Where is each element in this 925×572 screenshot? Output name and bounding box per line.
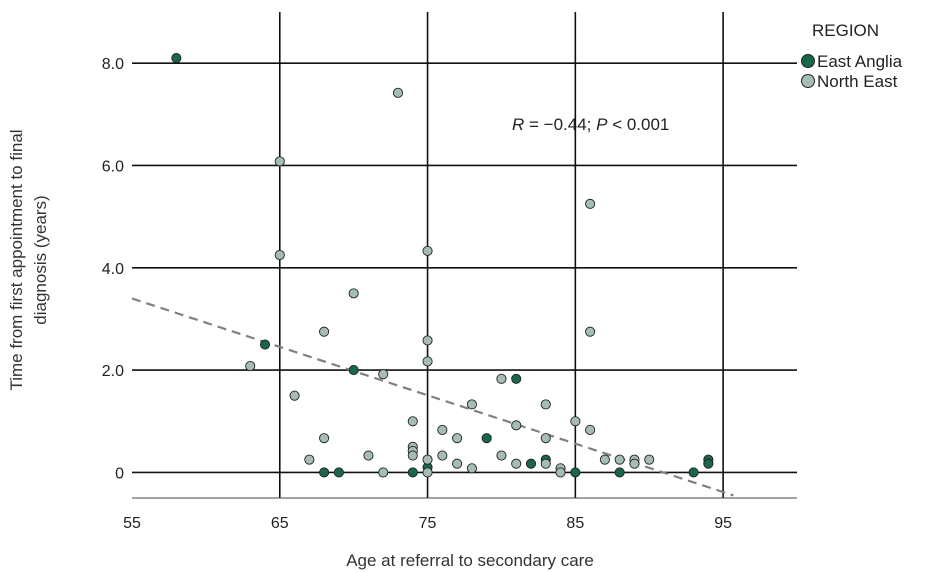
y-axis-label-line-2: diagnosis (years) (31, 195, 50, 324)
data-point-east-anglia (333, 467, 344, 478)
data-point-north-east (392, 87, 404, 98)
data-point-north-east (274, 249, 285, 261)
x-tick-label: 55 (123, 515, 141, 532)
legend-label-east-anglia: East Anglia (817, 52, 903, 71)
data-point-north-east (319, 433, 330, 444)
y-tick-label: 0 (115, 465, 124, 482)
grid (132, 12, 797, 498)
data-point-north-east (363, 450, 374, 461)
data-point-north-east (378, 467, 389, 478)
data-point-east-anglia (511, 373, 522, 384)
data-point-north-east (540, 458, 551, 469)
trendline-layer (131, 297, 734, 497)
x-tick-label: 65 (271, 515, 289, 532)
data-point-north-east (452, 433, 463, 444)
data-point-east-anglia (407, 467, 418, 478)
data-point-north-east (570, 416, 581, 427)
x-tick-label: 95 (714, 515, 732, 532)
correlation-annotation: R = −0.44; P < 0.001 (512, 115, 669, 134)
data-point-east-anglia (614, 467, 625, 478)
data-point-north-east (274, 156, 285, 167)
data-point-north-east (466, 463, 477, 474)
r-value: = −0.44; (524, 115, 596, 134)
data-point-north-east (496, 450, 507, 461)
data-point-east-anglia (688, 467, 699, 478)
data-points (171, 52, 714, 478)
data-point-north-east (599, 454, 610, 465)
data-point-north-east (422, 454, 433, 465)
data-point-east-anglia (259, 339, 271, 350)
x-axis-label: Age at referral to secondary care (346, 551, 594, 570)
data-point-north-east (555, 467, 566, 478)
data-point-east-anglia (319, 467, 330, 478)
data-point-north-east (407, 416, 418, 427)
tick-labels: 55 65 75 85 95 0 2.0 4.0 6.0 8.0 (102, 56, 732, 532)
data-point-north-east (407, 450, 418, 461)
data-point-north-east (304, 454, 315, 465)
data-point-east-anglia (570, 467, 581, 478)
data-point-north-east (422, 335, 433, 346)
data-point-north-east (422, 356, 433, 367)
data-point-north-east (644, 454, 655, 465)
data-point-east-anglia (703, 458, 714, 469)
data-point-north-east (540, 433, 551, 444)
data-point-east-anglia (525, 458, 537, 469)
data-point-north-east (511, 420, 522, 431)
data-point-north-east (585, 198, 596, 209)
data-point-north-east (348, 288, 359, 299)
p-value: < 0.001 (607, 115, 669, 134)
data-point-north-east (585, 424, 596, 436)
data-point-north-east (437, 424, 448, 436)
legend: REGION East Anglia North East (801, 21, 903, 91)
legend-marker-north-east (801, 74, 815, 88)
x-tick-label: 85 (566, 515, 584, 532)
legend-label-north-east: North East (817, 72, 898, 91)
y-tick-label: 4.0 (102, 261, 124, 278)
data-point-north-east (245, 360, 256, 372)
data-point-north-east (452, 458, 463, 469)
data-point-east-anglia (481, 433, 492, 444)
x-tick-label: 75 (419, 515, 437, 532)
data-point-north-east (289, 390, 300, 401)
p-symbol: P (596, 115, 608, 134)
y-tick-label: 6.0 (102, 158, 124, 175)
data-point-north-east (511, 458, 522, 469)
data-point-north-east (629, 458, 640, 469)
r-symbol: R (512, 115, 524, 134)
data-point-north-east (437, 450, 448, 461)
trendline (131, 297, 734, 497)
data-point-north-east (585, 326, 596, 337)
y-tick-label: 8.0 (102, 56, 124, 73)
data-point-east-anglia (348, 365, 359, 376)
data-point-north-east (466, 399, 477, 410)
data-point-east-anglia (171, 52, 182, 64)
data-point-north-east (319, 326, 330, 337)
y-axis-label: Time from first appointment to final dia… (7, 129, 50, 390)
data-point-north-east (422, 467, 433, 478)
legend-marker-east-anglia (801, 54, 815, 68)
legend-title: REGION (812, 21, 879, 40)
data-point-north-east (422, 245, 433, 256)
y-tick-label: 2.0 (102, 363, 124, 380)
data-point-north-east (614, 454, 625, 465)
data-point-north-east (378, 369, 389, 380)
y-axis-label-line-1: Time from first appointment to final (7, 129, 26, 390)
data-point-north-east (540, 399, 551, 410)
data-point-north-east (496, 373, 507, 384)
